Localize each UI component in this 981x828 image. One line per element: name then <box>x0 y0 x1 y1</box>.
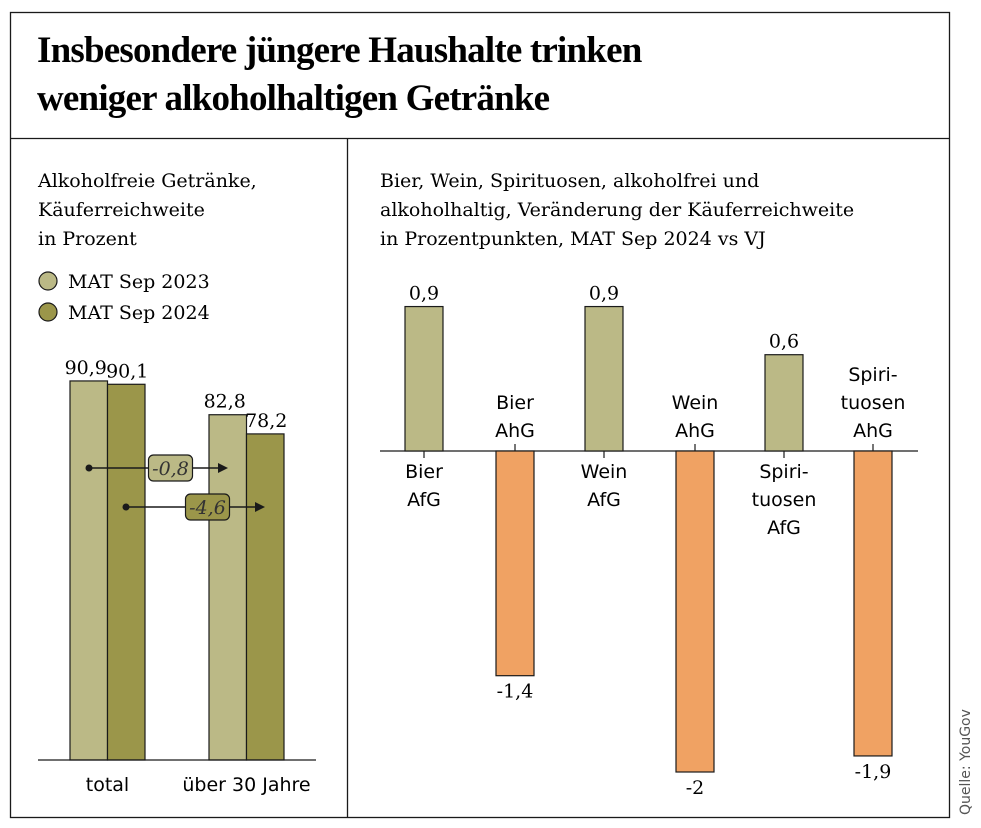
right-subtitle-2: alkoholhaltig, Veränderung der Käuferrei… <box>380 199 854 221</box>
category-label: Spiri- <box>848 364 897 386</box>
bar-bierafg <box>404 305 444 452</box>
bar-weinahg <box>675 450 715 773</box>
bar-spirituosenafg <box>764 354 804 452</box>
bar-value-label: 0,9 <box>589 283 619 305</box>
bar-2023-1 <box>208 414 248 761</box>
difference-label: -0,8 <box>152 458 189 480</box>
category-label: Wein <box>672 392 719 414</box>
bar-value-label: 90,1 <box>106 360 148 382</box>
title-line-2: weniger alkoholhaltigen Getränke <box>37 78 550 119</box>
legend-swatch-2023 <box>38 271 58 291</box>
bar-2024-0 <box>106 383 146 761</box>
bar-value-label: -1,9 <box>855 761 892 783</box>
bar-value-label: 0,6 <box>769 331 799 353</box>
bar-value-label: 90,9 <box>65 357 107 379</box>
bar-value-label: -1,4 <box>497 681 534 703</box>
bar-weinafg <box>584 305 624 452</box>
bar-value-label: -2 <box>686 777 705 799</box>
arrow-head-icon <box>218 463 228 473</box>
bar-value-label: 82,8 <box>204 391 246 413</box>
bar-spirituosenahg <box>853 450 893 757</box>
difference-badge <box>184 493 231 521</box>
category-label: Wein <box>581 461 628 483</box>
bar-2024-1 <box>245 433 285 761</box>
legend-label-2023: MAT Sep 2023 <box>68 271 210 293</box>
bar-2023-0 <box>69 380 109 761</box>
frame <box>9 11 951 819</box>
category-label: AhG <box>675 420 715 442</box>
legend-label-2024: MAT Sep 2024 <box>68 302 210 324</box>
category-label: tuosen <box>841 392 906 414</box>
difference-label: -4,6 <box>189 497 226 519</box>
bar-bierahg <box>495 450 535 677</box>
category-label: über 30 Jahre <box>182 774 310 796</box>
bar-value-label: 0,9 <box>409 283 439 305</box>
arrow-head-icon <box>255 502 265 512</box>
category-label: AhG <box>853 420 893 442</box>
category-label: Bier <box>496 392 534 414</box>
category-label: Bier <box>405 461 443 483</box>
right-subtitle-1: Bier, Wein, Spirituosen, alkoholfrei und <box>380 170 759 192</box>
legend-swatch-2024 <box>38 302 58 322</box>
bar-value-label: 78,2 <box>245 410 287 432</box>
category-label: tuosen <box>752 489 817 511</box>
left-subtitle-3: in Prozent <box>38 228 137 250</box>
right-subtitle-3: in Prozentpunkten, MAT Sep 2024 vs VJ <box>380 228 766 250</box>
left-subtitle-1: Alkoholfreie Getränke, <box>37 170 257 192</box>
category-label: Spiri- <box>759 461 808 483</box>
category-label: AfG <box>407 489 441 511</box>
difference-badge <box>147 454 194 482</box>
category-label: AfG <box>767 517 801 539</box>
left-subtitle-2: Käuferreichweite <box>38 199 205 221</box>
title-line-1: Insbesondere jüngere Haushalte trinken <box>37 30 643 71</box>
category-label: total <box>86 774 129 796</box>
arrow-start-dot <box>122 503 130 511</box>
source-note: Quelle: YouGov <box>958 709 974 815</box>
category-label: AhG <box>495 420 535 442</box>
category-label: AfG <box>587 489 621 511</box>
arrow-start-dot <box>85 464 93 472</box>
